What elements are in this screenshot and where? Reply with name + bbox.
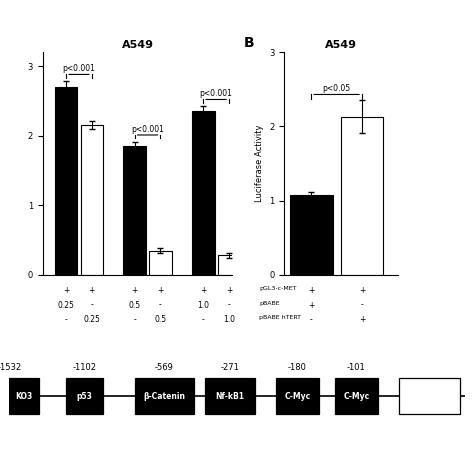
Text: 1.0: 1.0 xyxy=(223,315,235,324)
Text: +: + xyxy=(89,286,95,295)
Y-axis label: Luciferase Activity: Luciferase Activity xyxy=(255,125,264,202)
Bar xyxy=(66,378,103,414)
Text: +: + xyxy=(63,286,69,295)
Text: -: - xyxy=(159,301,162,310)
Bar xyxy=(123,146,146,275)
Title: A549: A549 xyxy=(325,40,357,50)
Text: +: + xyxy=(359,286,365,295)
Text: +: + xyxy=(308,286,314,295)
Text: +: + xyxy=(226,286,232,295)
Text: +: + xyxy=(200,286,206,295)
Title: A549: A549 xyxy=(121,40,154,50)
Bar xyxy=(149,251,172,275)
Bar xyxy=(290,195,333,275)
Text: -: - xyxy=(133,315,136,324)
Text: +: + xyxy=(308,301,314,310)
Text: -: - xyxy=(310,315,312,324)
Bar xyxy=(399,378,460,414)
Bar xyxy=(205,378,255,414)
Text: -: - xyxy=(91,301,93,310)
Text: 0.25: 0.25 xyxy=(83,315,100,324)
Bar xyxy=(335,378,378,414)
Text: +: + xyxy=(359,315,365,324)
Text: p<0.001: p<0.001 xyxy=(200,89,233,98)
Text: -1532: -1532 xyxy=(0,363,21,372)
Bar xyxy=(55,87,77,275)
Text: pBABE: pBABE xyxy=(259,301,280,306)
Text: -271: -271 xyxy=(221,363,240,372)
Text: p<0.001: p<0.001 xyxy=(63,64,95,73)
Bar xyxy=(9,378,39,414)
Bar xyxy=(135,378,194,414)
Text: -: - xyxy=(228,301,230,310)
Text: 0.5: 0.5 xyxy=(128,301,141,310)
Text: p53: p53 xyxy=(77,392,92,401)
Text: B: B xyxy=(244,36,255,50)
Text: -180: -180 xyxy=(288,363,307,372)
Bar xyxy=(276,378,319,414)
Text: KO3: KO3 xyxy=(16,392,33,401)
Text: -101: -101 xyxy=(347,363,366,372)
Bar xyxy=(341,117,383,275)
Text: Nf-kB1: Nf-kB1 xyxy=(216,392,245,401)
Text: -1102: -1102 xyxy=(73,363,97,372)
Text: C-Myc: C-Myc xyxy=(343,392,370,401)
Text: C-Myc: C-Myc xyxy=(284,392,310,401)
Text: +: + xyxy=(131,286,138,295)
Text: +: + xyxy=(157,286,164,295)
Text: β-Catenin: β-Catenin xyxy=(143,392,185,401)
Text: -: - xyxy=(202,315,205,324)
Bar xyxy=(81,125,103,275)
Text: -: - xyxy=(64,315,67,324)
Text: 1.0: 1.0 xyxy=(197,301,209,310)
Text: pGL3-c-MET: pGL3-c-MET xyxy=(259,286,296,291)
Text: p<0.001: p<0.001 xyxy=(131,125,164,134)
Text: p<0.05: p<0.05 xyxy=(322,84,351,93)
Bar xyxy=(218,255,240,275)
Text: pBABE hTERT: pBABE hTERT xyxy=(259,315,301,320)
Text: -569: -569 xyxy=(155,363,173,372)
Bar xyxy=(192,111,215,275)
Text: 0.5: 0.5 xyxy=(155,315,166,324)
Text: -: - xyxy=(361,301,364,310)
Text: 0.25: 0.25 xyxy=(58,301,74,310)
